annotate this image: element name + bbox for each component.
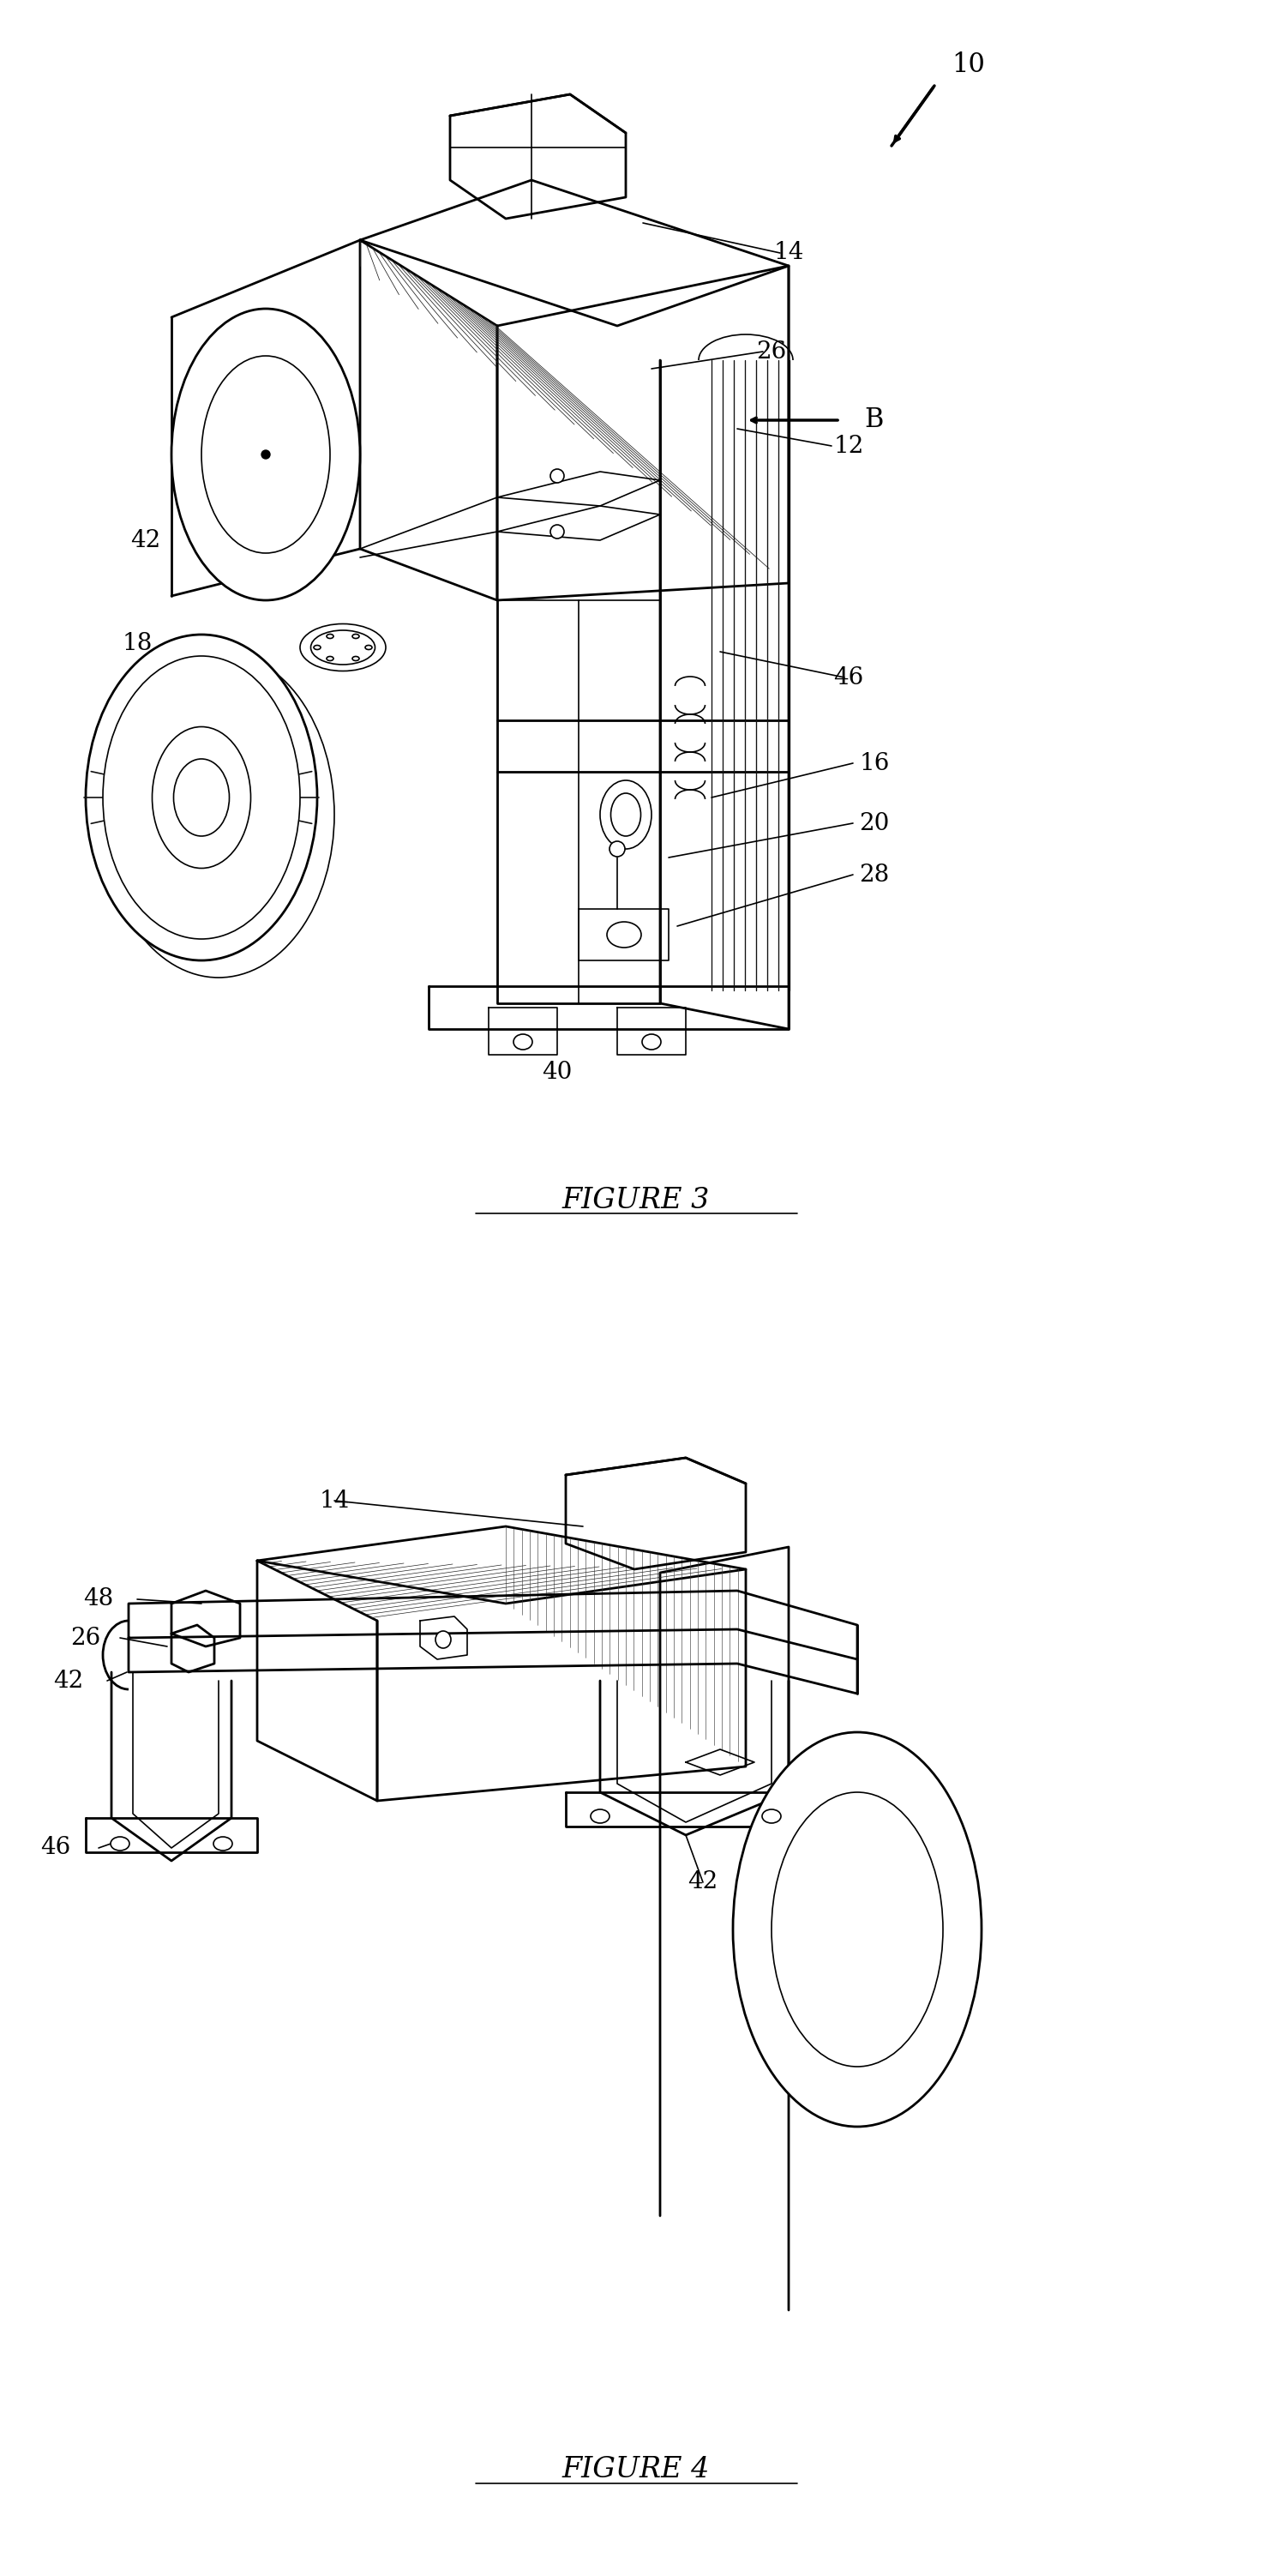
- Text: 42: 42: [53, 1669, 84, 1692]
- Ellipse shape: [103, 657, 300, 940]
- Text: 28: 28: [859, 863, 890, 886]
- Ellipse shape: [300, 623, 386, 670]
- Text: 14: 14: [320, 1489, 350, 1512]
- Ellipse shape: [214, 1837, 232, 1850]
- Text: 14: 14: [774, 242, 803, 265]
- Ellipse shape: [85, 634, 317, 961]
- Ellipse shape: [327, 657, 334, 659]
- Text: 46: 46: [41, 1837, 71, 1860]
- Ellipse shape: [591, 1808, 610, 1824]
- Ellipse shape: [103, 652, 335, 976]
- Text: 26: 26: [70, 1625, 101, 1649]
- Text: FIGURE 4: FIGURE 4: [563, 2455, 710, 2483]
- Ellipse shape: [172, 309, 360, 600]
- Text: 26: 26: [756, 340, 787, 363]
- Text: B: B: [864, 407, 883, 433]
- Text: 12: 12: [834, 435, 864, 459]
- Ellipse shape: [353, 634, 359, 639]
- Ellipse shape: [353, 657, 359, 659]
- Ellipse shape: [435, 1631, 451, 1649]
- Text: 18: 18: [122, 631, 153, 654]
- Ellipse shape: [327, 634, 334, 639]
- Text: FIGURE 3: FIGURE 3: [563, 1188, 710, 1213]
- Ellipse shape: [173, 760, 229, 837]
- Ellipse shape: [365, 644, 372, 649]
- Ellipse shape: [733, 1731, 981, 2128]
- Text: 42: 42: [131, 528, 160, 551]
- Ellipse shape: [611, 793, 640, 837]
- Ellipse shape: [313, 644, 321, 649]
- Ellipse shape: [111, 1837, 130, 1850]
- Text: 48: 48: [84, 1587, 113, 1610]
- Ellipse shape: [201, 355, 330, 554]
- Text: 20: 20: [859, 811, 890, 835]
- Ellipse shape: [261, 451, 270, 459]
- Ellipse shape: [550, 469, 564, 482]
- Ellipse shape: [513, 1033, 532, 1048]
- Text: 42: 42: [687, 1870, 718, 1893]
- Ellipse shape: [550, 526, 564, 538]
- Ellipse shape: [771, 1793, 943, 2066]
- Ellipse shape: [311, 631, 376, 665]
- Ellipse shape: [153, 726, 251, 868]
- Ellipse shape: [607, 922, 642, 948]
- Ellipse shape: [610, 842, 625, 858]
- Text: 40: 40: [542, 1061, 573, 1084]
- Text: 46: 46: [834, 665, 864, 688]
- Ellipse shape: [600, 781, 652, 850]
- Text: 10: 10: [952, 52, 985, 77]
- Ellipse shape: [642, 1033, 661, 1048]
- Ellipse shape: [763, 1808, 780, 1824]
- Text: 16: 16: [859, 752, 890, 775]
